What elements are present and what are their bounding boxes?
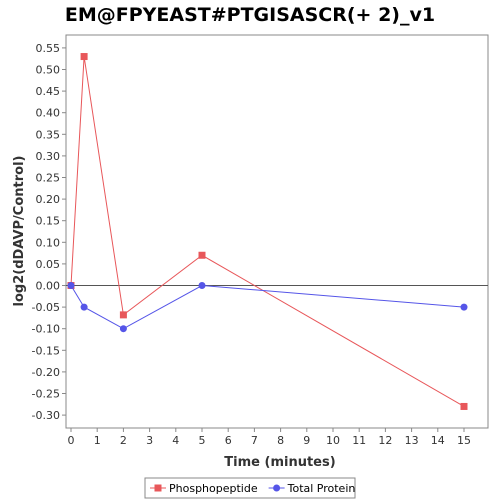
total-protein-point	[198, 282, 206, 289]
total-protein-point	[460, 303, 468, 311]
x-tick-label: 10	[326, 434, 340, 447]
y-tick-label: 0.45	[36, 85, 61, 98]
x-tick-label: 5	[199, 434, 206, 447]
total-protein-point	[67, 282, 75, 289]
phosphopeptide-legend-marker	[154, 484, 162, 492]
x-tick-label: 7	[251, 434, 258, 447]
y-tick-label: -0.10	[32, 323, 60, 336]
phosphopeptide-legend-label: Phosphopeptide	[169, 482, 258, 495]
x-tick-label: 9	[303, 434, 310, 447]
y-tick-label: 0.00	[36, 280, 61, 293]
x-tick-label: 0	[68, 434, 75, 447]
chart-title: EM@FPYEAST#PTGISASCR(+ 2)_v1	[64, 4, 436, 26]
x-tick-label: 1	[94, 434, 101, 447]
total-protein-point	[119, 325, 127, 333]
x-tick-label: 8	[277, 434, 284, 447]
y-tick-label: 0.20	[36, 193, 61, 206]
y-tick-label: 0.10	[36, 236, 61, 249]
y-tick-label: 0.50	[36, 64, 61, 77]
x-tick-label: 3	[146, 434, 153, 447]
x-tick-label: 6	[225, 434, 232, 447]
y-tick-label: 0.15	[36, 215, 61, 228]
y-tick-label: -0.25	[32, 388, 60, 401]
y-tick-label: -0.05	[32, 301, 60, 314]
y-axis-title: log2(dDAVP/Control)	[12, 156, 27, 307]
x-tick-label: 12	[378, 434, 392, 447]
x-tick-label: 14	[431, 434, 445, 447]
y-tick-label: 0.25	[36, 172, 61, 185]
x-tick-label: 2	[120, 434, 127, 447]
y-tick-label: 0.30	[36, 150, 61, 163]
y-tick-label: 0.55	[36, 42, 61, 55]
x-axis-title: Time (minutes)	[224, 455, 335, 470]
x-tick-label: 4	[172, 434, 179, 447]
y-tick-label: 0.05	[36, 258, 61, 271]
y-tick-label: 0.35	[36, 128, 61, 141]
y-tick-label: -0.15	[32, 344, 60, 357]
x-tick-label: 15	[457, 434, 471, 447]
y-tick-label: -0.30	[32, 409, 60, 422]
total-protein-legend-marker	[273, 484, 281, 492]
y-tick-label: -0.20	[32, 366, 60, 379]
phosphopeptide-point	[198, 251, 206, 259]
total-protein-point	[80, 303, 88, 311]
y-tick-label: 0.40	[36, 107, 61, 120]
total-protein-legend-label: Total Protein	[287, 482, 356, 495]
x-tick-label: 11	[352, 434, 366, 447]
plot-area	[65, 34, 489, 429]
legend-box	[144, 477, 356, 499]
phosphopeptide-point	[460, 402, 468, 410]
phosphopeptide-point	[119, 311, 127, 319]
x-tick-label: 13	[405, 434, 419, 447]
phosphopeptide-point	[80, 53, 88, 61]
